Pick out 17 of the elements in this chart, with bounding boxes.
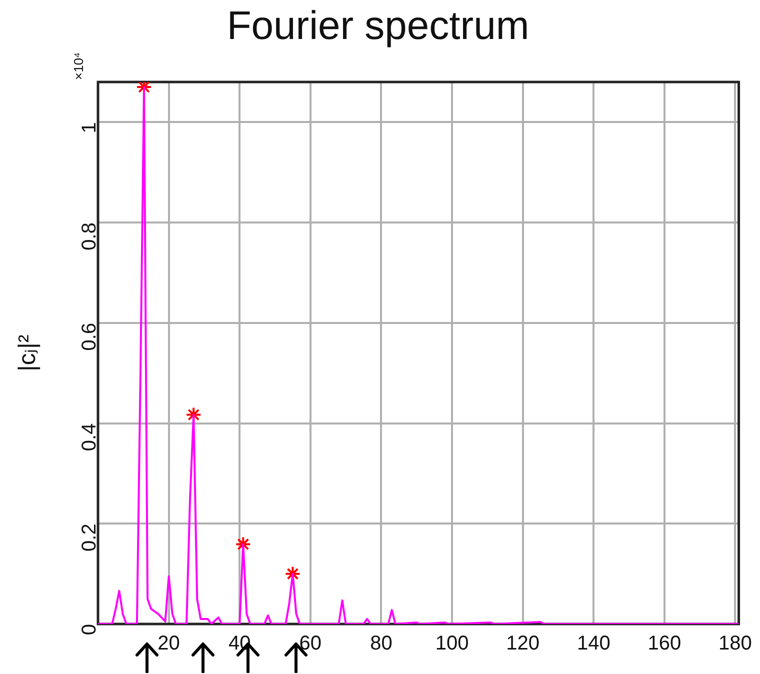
y-tick-label: 0.6 (78, 322, 101, 351)
x-tick-label: 120 (506, 632, 540, 655)
chart-title: Fourier spectrum (226, 4, 530, 48)
y-tick-label: 0.8 (78, 222, 101, 250)
x-tick-label: 180 (718, 632, 752, 655)
y-tick-label: 0 (78, 624, 101, 636)
y-axis-title: |cⱼ|² (14, 334, 42, 372)
x-tick-label: 100 (435, 632, 469, 655)
y-tick-label: 0.2 (78, 524, 101, 552)
x-tick-label: 160 (648, 632, 682, 655)
text: ×10⁴ (71, 52, 86, 80)
y-tick-label: 0.4 (78, 423, 101, 452)
y-tick-label: 1 (78, 122, 101, 134)
x-tick-label: 60 (299, 632, 322, 655)
x-tick-label: 20 (158, 632, 180, 655)
x-tick-label: 140 (576, 632, 610, 655)
x-tick-label: 80 (370, 632, 392, 655)
